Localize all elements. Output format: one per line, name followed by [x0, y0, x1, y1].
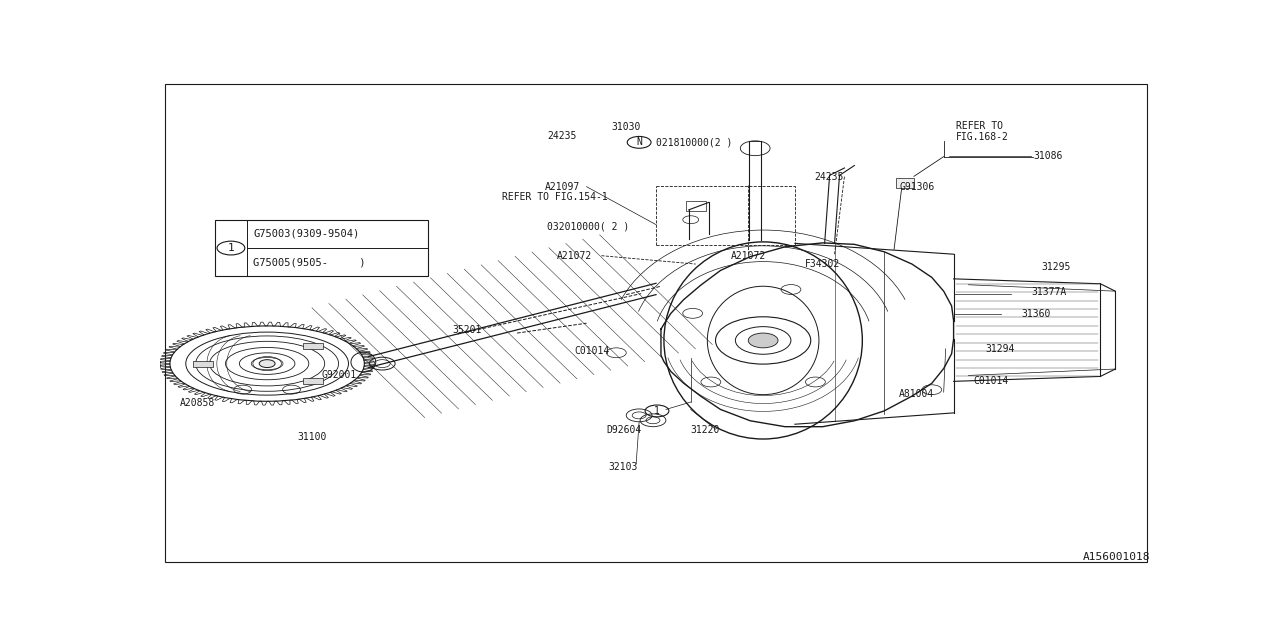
- Text: 32103: 32103: [608, 462, 637, 472]
- Text: F34302: F34302: [805, 259, 840, 269]
- Text: 032010000( 2 ): 032010000( 2 ): [547, 221, 630, 231]
- Text: A156001018: A156001018: [1083, 552, 1149, 563]
- Text: 35201: 35201: [453, 324, 483, 335]
- Bar: [302, 343, 323, 349]
- Bar: [686, 201, 705, 211]
- Text: C01014: C01014: [575, 346, 609, 356]
- Text: REFER TO: REFER TO: [956, 121, 1002, 131]
- Text: A21097: A21097: [545, 182, 580, 192]
- Text: G91306: G91306: [899, 182, 934, 192]
- Text: A21072: A21072: [557, 251, 593, 260]
- Text: A21072: A21072: [731, 251, 765, 260]
- Text: N: N: [636, 138, 643, 147]
- Circle shape: [749, 333, 778, 348]
- Text: 31100: 31100: [297, 431, 326, 442]
- Text: 1: 1: [654, 406, 660, 416]
- Text: 021810000(2 ): 021810000(2 ): [657, 138, 732, 147]
- Text: 31030: 31030: [612, 122, 641, 132]
- Text: 31295: 31295: [1041, 262, 1070, 271]
- Text: A20858: A20858: [179, 398, 215, 408]
- Text: A81004: A81004: [899, 388, 934, 399]
- Text: REFER TO FIG.154-1: REFER TO FIG.154-1: [502, 191, 608, 202]
- Bar: [896, 178, 914, 188]
- Text: 31360: 31360: [1021, 309, 1051, 319]
- Text: 31086: 31086: [1033, 150, 1062, 161]
- Text: G75003(9309-9504): G75003(9309-9504): [253, 229, 360, 239]
- Circle shape: [259, 360, 275, 367]
- Text: D92604: D92604: [607, 425, 641, 435]
- Text: 24235: 24235: [547, 131, 576, 141]
- Text: 31294: 31294: [986, 344, 1015, 354]
- Bar: [215, 220, 428, 276]
- Text: G92001: G92001: [321, 370, 357, 380]
- Text: 1: 1: [228, 243, 234, 253]
- Text: 24235: 24235: [815, 172, 844, 182]
- Text: 31377A: 31377A: [1030, 287, 1066, 297]
- Text: C01014: C01014: [973, 376, 1009, 387]
- Bar: [193, 361, 212, 367]
- Bar: [302, 378, 323, 384]
- Text: 31220: 31220: [691, 425, 721, 435]
- Text: G75005(9505-     ): G75005(9505- ): [253, 257, 366, 268]
- Text: FIG.168-2: FIG.168-2: [956, 132, 1009, 142]
